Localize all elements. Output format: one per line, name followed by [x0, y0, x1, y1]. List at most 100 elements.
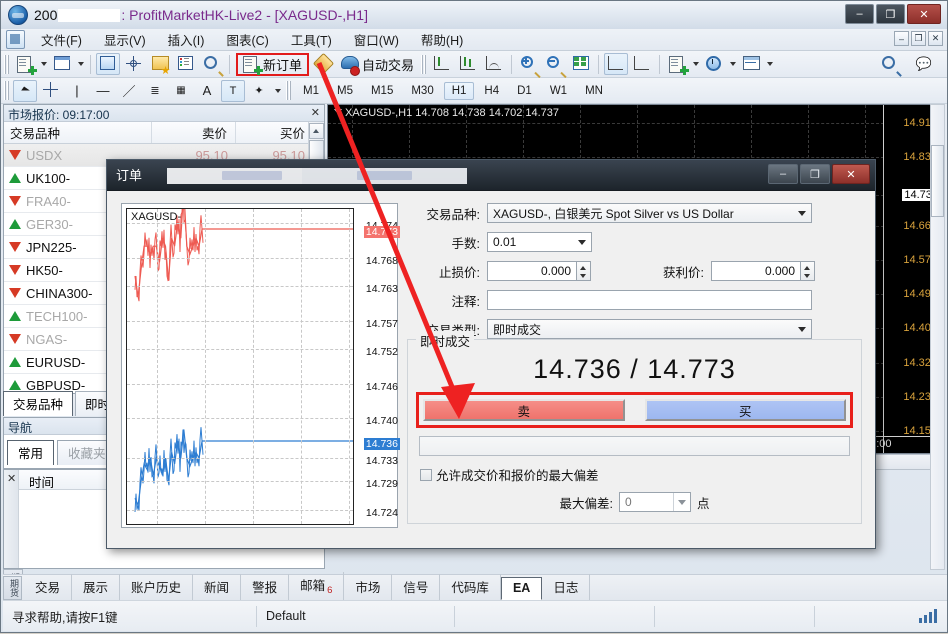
text-label-icon[interactable]: T — [221, 79, 245, 102]
equidistant-channel-icon[interactable]: ≣ — [150, 85, 160, 97]
crosshair-tool-icon[interactable] — [39, 80, 63, 102]
toolbar-grip-3[interactable] — [4, 81, 9, 100]
menu-charts[interactable]: 图表(C) — [226, 34, 269, 48]
cursor-icon[interactable] — [13, 79, 37, 102]
navigator-tab-common[interactable]: 常用 — [7, 440, 55, 465]
chat-icon[interactable]: 💬 — [915, 56, 933, 71]
scroll-up-icon[interactable] — [309, 123, 324, 139]
terminal-tab-1[interactable]: 展示 — [72, 574, 121, 600]
take-profit-stepper[interactable] — [801, 261, 815, 281]
zoom-out-icon[interactable] — [543, 53, 567, 78]
timeframe-m30[interactable]: M30 — [411, 84, 434, 97]
timeframe-h1[interactable]: H1 — [443, 81, 475, 100]
timeframe-w1[interactable]: W1 — [549, 84, 568, 97]
periods-dropdown-icon[interactable] — [727, 53, 738, 75]
comment-input[interactable] — [487, 290, 812, 310]
tile-windows-icon[interactable] — [569, 53, 593, 75]
timeframe-m5[interactable]: M5 — [336, 84, 353, 97]
column-symbol[interactable]: 交易品种 — [4, 122, 152, 143]
strategy-tester-icon[interactable] — [200, 53, 224, 77]
terminal-tab-6[interactable]: 市场 — [344, 574, 393, 600]
periods-icon[interactable] — [702, 53, 726, 75]
terminal-tab-7[interactable]: 信号 — [392, 574, 441, 600]
close-button[interactable]: ✕ — [907, 4, 941, 24]
toolbar-grip-2[interactable] — [421, 54, 427, 74]
indicators-dropdown-icon[interactable] — [690, 53, 701, 75]
indicators-icon[interactable] — [665, 53, 689, 75]
toolbar-grip-4[interactable] — [286, 81, 291, 100]
mdi-close-button[interactable]: ✕ — [928, 31, 943, 46]
candlestick-chart-icon[interactable] — [456, 53, 480, 75]
timeframe-mn[interactable]: MN — [585, 84, 603, 97]
terminal-tab-0[interactable]: 交易 — [24, 574, 73, 600]
line-chart-icon[interactable] — [482, 53, 506, 75]
buy-button[interactable]: 买 — [644, 399, 846, 421]
search-icon[interactable] — [878, 53, 902, 77]
maximize-button[interactable]: ❐ — [876, 4, 905, 24]
deviation-select[interactable]: 0 — [618, 492, 691, 512]
objects-dropdown-icon[interactable] — [272, 80, 283, 102]
chart-shift-icon[interactable] — [630, 53, 654, 75]
deviation-checkbox[interactable] — [420, 468, 432, 481]
chevron-down-icon[interactable] — [795, 327, 809, 332]
menu-help[interactable]: 帮助(H) — [420, 34, 464, 48]
terminal-close-icon[interactable]: ✕ — [7, 473, 17, 485]
chevron-down-icon[interactable] — [575, 240, 589, 245]
terminal-tab-3[interactable]: 新闻 — [193, 574, 242, 600]
terminal-tab-2[interactable]: 账户历史 — [120, 574, 194, 600]
workspace-vertical-scrollbar[interactable] — [930, 104, 945, 570]
crosshair-icon[interactable] — [122, 53, 146, 75]
menu-view[interactable]: 显示(V) — [103, 34, 146, 48]
deviation-checkbox-row[interactable]: 允许成交价和报价的最大偏差 — [420, 465, 861, 484]
menu-tools[interactable]: 工具(T) — [290, 34, 332, 48]
timeframe-d1[interactable]: D1 — [517, 84, 532, 97]
chevron-down-icon[interactable] — [672, 493, 690, 511]
toolbar-grip[interactable] — [4, 54, 9, 74]
profiles-dropdown-icon[interactable] — [75, 53, 86, 75]
order-type-select[interactable]: 即时成交 — [487, 319, 812, 339]
market-watch-row[interactable]: GBPUSD- — [4, 374, 324, 392]
terminal-tab-8[interactable]: 代码库 — [440, 574, 501, 600]
zoom-in-icon[interactable] — [517, 53, 541, 78]
column-ask[interactable]: 卖价 — [152, 122, 236, 143]
templates-icon[interactable] — [739, 53, 763, 75]
mdi-minimize-button[interactable]: – — [894, 31, 909, 46]
column-bid[interactable]: 买价 — [279, 127, 305, 141]
timeframe-m1[interactable]: M1 — [303, 84, 319, 97]
order-dialog-restore-button[interactable]: ❐ — [800, 164, 830, 184]
stop-loss-input[interactable]: 0.000 — [487, 261, 577, 281]
text-icon[interactable]: A — [202, 83, 212, 98]
terminal-icon[interactable] — [174, 53, 198, 75]
minimize-button[interactable]: – — [845, 4, 874, 24]
auto-scroll-icon[interactable] — [604, 53, 629, 75]
terminal-tab-9[interactable]: EA — [500, 577, 543, 600]
stop-loss-stepper[interactable] — [577, 261, 591, 281]
chart-price-axis[interactable]: 14.915 14.830 14.737 14.660 14.575 14.490 14.4… — [883, 105, 940, 453]
symbol-select[interactable]: XAGUSD-, 白银美元 Spot Silver vs US Dollar — [487, 203, 812, 223]
timeframe-h4[interactable]: H4 — [484, 84, 500, 97]
new-order-button[interactable]: 新订单 — [236, 52, 310, 76]
order-dialog-title-bar[interactable]: 订单 – ❐ ✕ — [107, 160, 875, 191]
terminal-tab-10[interactable]: 日志 — [542, 574, 591, 600]
metaeditor-icon[interactable] — [312, 52, 336, 75]
market-watch-icon[interactable] — [96, 53, 120, 75]
menu-insert[interactable]: 插入(I) — [167, 34, 205, 48]
bar-chart-icon[interactable] — [430, 53, 454, 75]
profiles-icon[interactable] — [50, 53, 74, 75]
menu-window[interactable]: 窗口(W) — [353, 34, 399, 48]
order-dialog-close-button[interactable]: ✕ — [832, 164, 870, 184]
terminal-vertical-tab[interactable]: 期货 — [3, 576, 22, 600]
tab-symbols[interactable]: 交易品种 — [3, 391, 74, 416]
vertical-line-icon[interactable]: | — [75, 83, 79, 98]
workspace-scroll-thumb[interactable] — [931, 145, 944, 217]
fibonacci-icon[interactable]: ▦ — [176, 85, 186, 96]
order-dialog-minimize-button[interactable]: – — [768, 164, 798, 184]
volume-select[interactable]: 0.01 — [487, 232, 592, 252]
sell-button[interactable]: 卖 — [423, 399, 625, 421]
autotrade-button[interactable]: 自动交易 — [337, 55, 418, 76]
new-chart-dropdown-icon[interactable] — [38, 53, 49, 75]
menu-file[interactable]: 文件(F) — [41, 34, 82, 48]
market-watch-close-icon[interactable]: ✕ — [310, 107, 320, 119]
horizontal-line-icon[interactable]: — — [96, 83, 110, 98]
terminal-tab-5[interactable]: 邮箱 6 — [289, 572, 345, 600]
